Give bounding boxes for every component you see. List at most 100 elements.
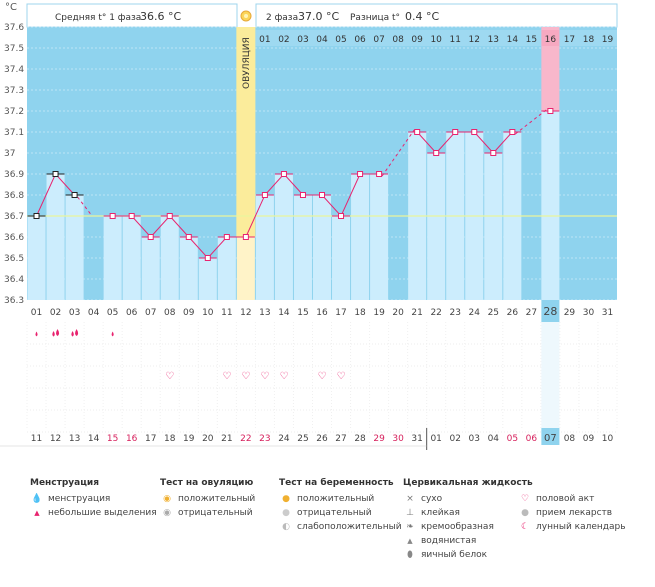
legend-menstruation: Менструация 💧 менструация ▲ небольшие выде… bbox=[30, 478, 157, 520]
temp-bar bbox=[332, 216, 351, 300]
temp-point bbox=[471, 129, 478, 135]
intercourse-heart: ♡ bbox=[260, 371, 269, 382]
temp-point bbox=[414, 129, 421, 135]
menstruation-drop bbox=[35, 331, 38, 337]
cycle-day-label: 07 bbox=[145, 308, 156, 318]
menstruation-drop bbox=[56, 329, 60, 336]
legend-pregnancy-test: Тест на беременность ● положительный ● отр… bbox=[279, 478, 402, 534]
today-column bbox=[541, 27, 560, 111]
temp-point bbox=[261, 192, 268, 198]
cycle-day-label: 03 bbox=[69, 308, 80, 318]
eggwhite-icon: ⬮ bbox=[407, 550, 413, 560]
temp-point bbox=[109, 213, 116, 219]
cycle-day-label: 14 bbox=[278, 308, 290, 318]
temp-bar bbox=[122, 216, 141, 300]
cycle-day-label: 24 bbox=[469, 308, 481, 318]
y-axis-unit-label: °C bbox=[5, 2, 17, 13]
phase2-day-label: 11 bbox=[449, 35, 460, 45]
date-label: 23 bbox=[259, 434, 270, 444]
date-axis: 11 12 13 14 15 16 17 18 19 20 21 22 23 24 25 26 27 28 29 30… bbox=[0, 428, 613, 450]
legend-cervical: Цервикальная жидкость × сухо ⊥ клейкая ❧ кр… bbox=[403, 478, 533, 562]
phase2-day-label: 13 bbox=[488, 35, 499, 45]
cycle-day-label: 11 bbox=[221, 308, 232, 318]
today-cycle-cell bbox=[541, 300, 560, 322]
cycle-day-label: 18 bbox=[354, 308, 366, 318]
creamy-icon: ❧ bbox=[406, 522, 414, 532]
temp-point bbox=[319, 192, 325, 198]
temp-bar bbox=[274, 174, 293, 300]
y-tick-label: 36.4 bbox=[4, 275, 24, 285]
cycle-day-label: 06 bbox=[126, 308, 138, 318]
temp-bar bbox=[179, 237, 198, 300]
y-tick-label: 36.7 bbox=[4, 212, 24, 222]
cycle-day-label: 28 bbox=[543, 305, 557, 318]
cycle-day-label: 25 bbox=[488, 308, 499, 318]
temp-point bbox=[166, 213, 173, 219]
temp-point bbox=[433, 150, 440, 156]
y-tick-label: 36.9 bbox=[4, 170, 24, 180]
cycle-day-label: 02 bbox=[50, 308, 61, 318]
y-tick-label: 36.8 bbox=[4, 191, 24, 201]
phase2-day-label: 14 bbox=[507, 35, 519, 45]
phase2-day-label: 08 bbox=[392, 35, 404, 45]
temp-bar bbox=[255, 195, 274, 300]
intercourse-heart: ♡ bbox=[165, 371, 174, 382]
moon-icon: ☾ bbox=[520, 522, 530, 532]
y-tick-label: 36.5 bbox=[4, 254, 24, 264]
legend-title: Менструация bbox=[30, 478, 99, 488]
temp-point bbox=[128, 213, 135, 219]
phase1-label: Средняя t° 1 фаза bbox=[55, 13, 141, 23]
cycle-day-label: 31 bbox=[602, 308, 613, 318]
date-label: 08 bbox=[564, 434, 576, 444]
bbt-chart: 36.3 36.4 36.5 36.6 36.7 36.8 36.9 37 37.1 37.2 37… bbox=[0, 2, 618, 450]
temp-point bbox=[299, 192, 306, 198]
sticky-icon: ⊥ bbox=[406, 508, 414, 518]
phase2-day-label: 16 bbox=[545, 35, 557, 45]
legend-item: ☾ лунный календарь bbox=[518, 520, 626, 534]
cycle-day-label: 15 bbox=[297, 308, 308, 318]
cycle-day-label: 27 bbox=[526, 308, 537, 318]
date-label: 13 bbox=[69, 434, 80, 444]
phase2-day-label: 02 bbox=[278, 35, 289, 45]
date-label: 15 bbox=[107, 434, 118, 444]
temp-point bbox=[71, 192, 78, 198]
phase2-day-label: 12 bbox=[469, 35, 480, 45]
date-label: 30 bbox=[392, 434, 404, 444]
legend-item: 💧 менструация bbox=[31, 494, 111, 504]
plot-area: ОВУЛЯЦИЯ 01 02 03 04 05 06 07 08 09 10 11 12 13 14 15 16… bbox=[27, 26, 618, 301]
intercourse-heart: ♡ bbox=[337, 371, 346, 382]
y-tick-label: 37.3 bbox=[4, 86, 24, 96]
date-label: 10 bbox=[602, 434, 614, 444]
y-axis-tick-labels: 36.3 36.4 36.5 36.6 36.7 36.8 36.9 37 37.1 37.2 37… bbox=[4, 23, 24, 306]
today-date-cell bbox=[541, 428, 560, 445]
positive-test-icon: ◉ bbox=[163, 494, 171, 504]
date-label: 11 bbox=[31, 434, 42, 444]
date-label: 09 bbox=[583, 434, 595, 444]
temp-bar bbox=[198, 258, 217, 300]
cycle-day-label: 20 bbox=[392, 308, 404, 318]
temp-bar bbox=[312, 195, 332, 300]
cycle-day-label: 23 bbox=[449, 308, 460, 318]
temp-bar bbox=[46, 174, 65, 300]
cycle-day-label: 17 bbox=[335, 308, 346, 318]
temp-bar bbox=[293, 195, 312, 300]
date-label: 28 bbox=[354, 434, 366, 444]
phase2-day-label: 18 bbox=[583, 35, 595, 45]
temp-bar bbox=[160, 216, 179, 300]
temp-bar bbox=[541, 111, 560, 300]
legend-item: × сухо bbox=[403, 492, 533, 506]
phase2-day-label: 05 bbox=[335, 35, 346, 45]
legend-item: ● положительный bbox=[279, 492, 402, 506]
menstruation-drop bbox=[111, 331, 114, 337]
cycle-day-label: 29 bbox=[564, 308, 576, 318]
legend-item: ▲ небольшие выделения bbox=[30, 506, 156, 520]
cycle-day-label: 19 bbox=[373, 308, 385, 318]
temp-bar bbox=[427, 153, 446, 300]
date-label: 22 bbox=[240, 434, 251, 444]
date-label: 31 bbox=[411, 434, 422, 444]
temp-point bbox=[547, 108, 554, 114]
y-tick-label: 36.6 bbox=[4, 233, 24, 243]
y-tick-label: 37.5 bbox=[4, 44, 24, 54]
positive-preg-icon: ● bbox=[282, 494, 290, 504]
legend-item: ▲ водянистая bbox=[403, 534, 533, 548]
